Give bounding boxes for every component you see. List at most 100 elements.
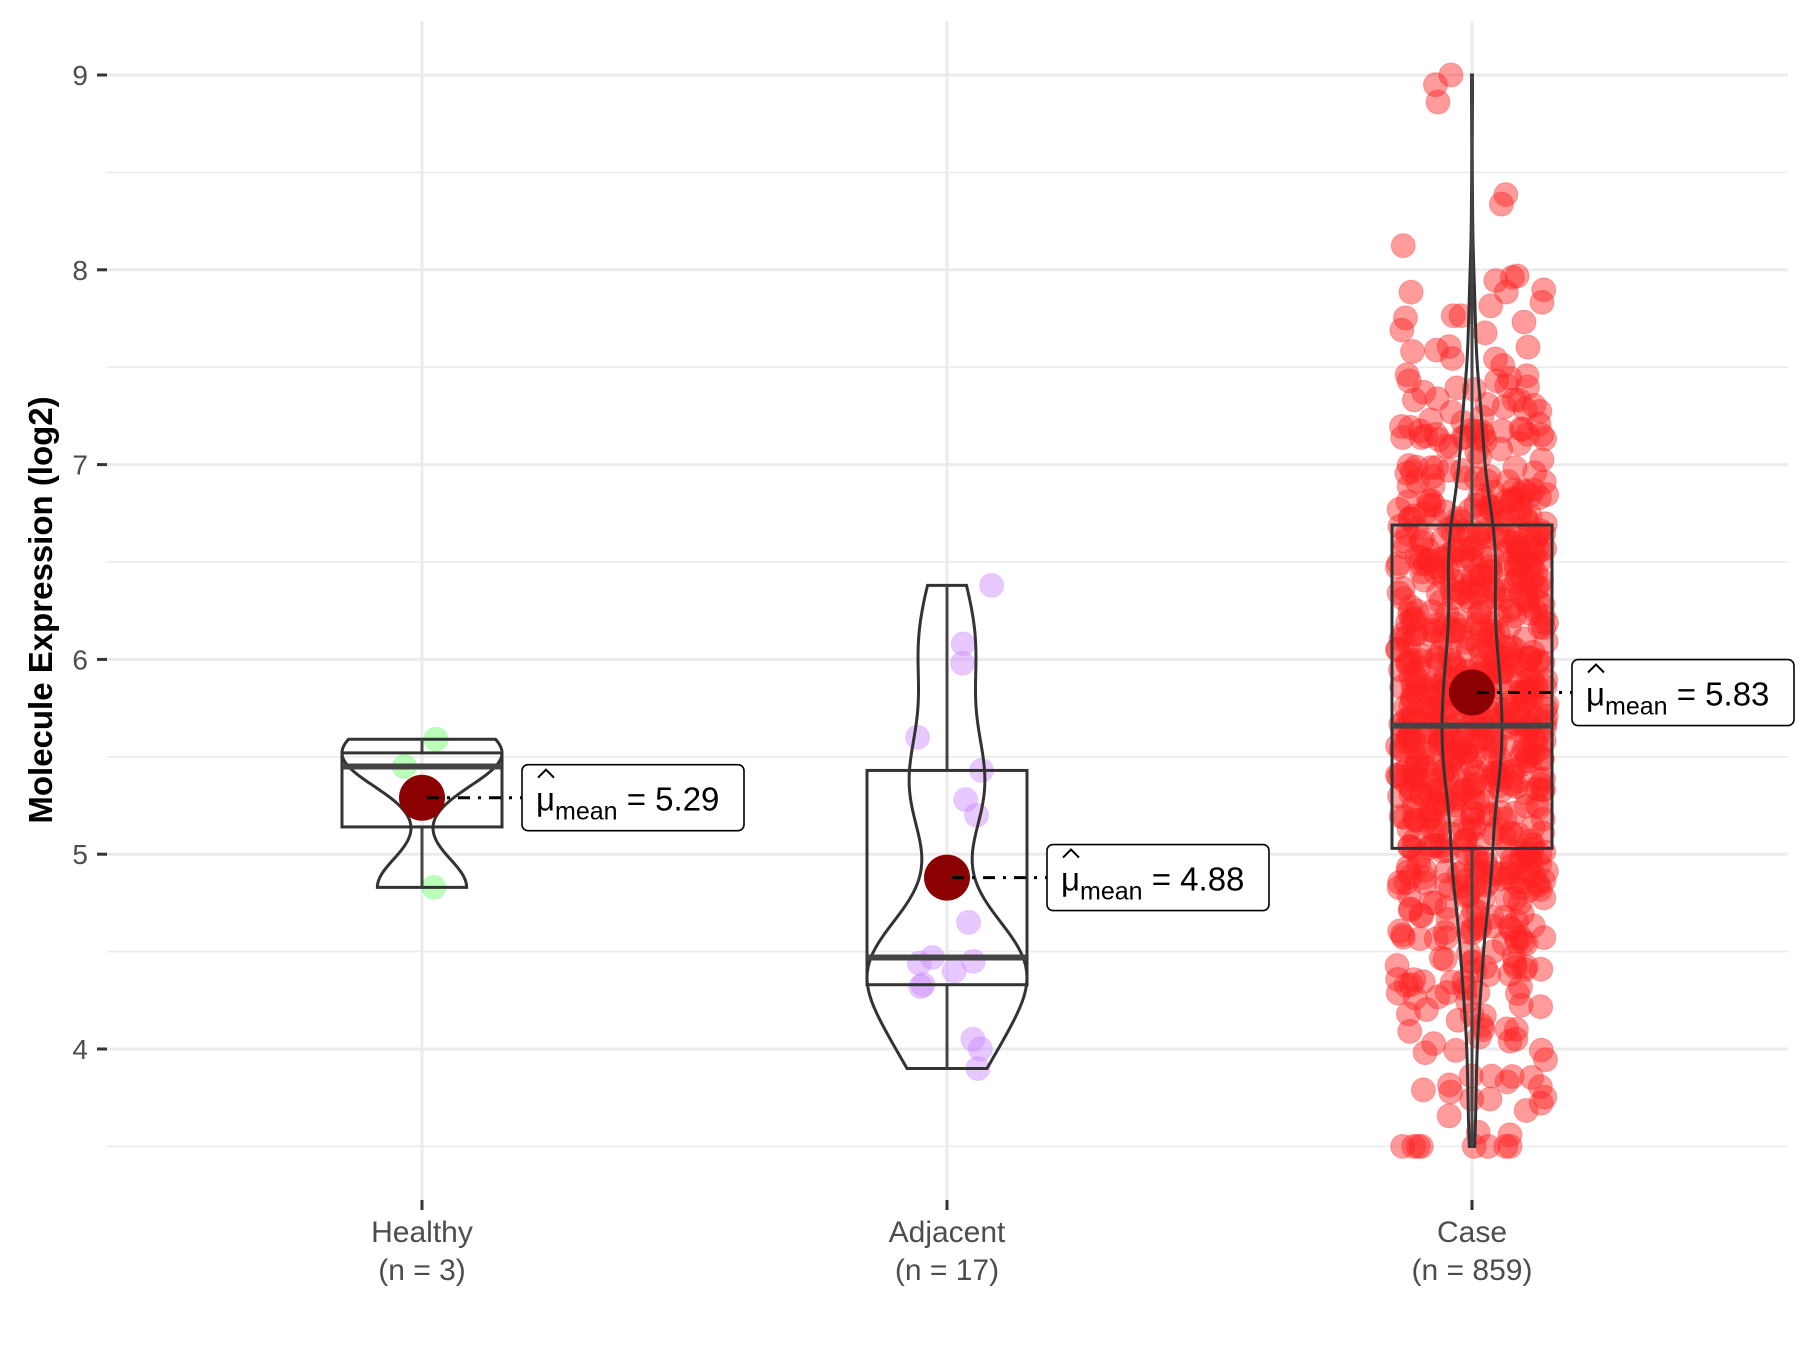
data-point: [1502, 455, 1528, 481]
data-point: [1501, 800, 1527, 826]
data-point: [1508, 844, 1534, 870]
data-point: [1386, 875, 1412, 901]
data-point: [1452, 828, 1478, 854]
data-point: [1490, 759, 1516, 785]
data-point: [1423, 421, 1449, 447]
data-point: [1404, 468, 1430, 494]
data-point: [1441, 651, 1467, 677]
data-point: [1513, 587, 1539, 613]
data-point: [1415, 547, 1441, 573]
data-point: [1423, 337, 1449, 363]
x-tick-label: Case: [1437, 1216, 1507, 1249]
data-point: [1439, 567, 1465, 593]
data-point: [1502, 869, 1528, 895]
data-point: [1533, 858, 1559, 884]
data-point: [1450, 858, 1476, 884]
data-point: [1438, 1079, 1464, 1105]
data-point: [1401, 734, 1427, 760]
data-point: [1409, 903, 1435, 929]
data-point: [1399, 777, 1425, 803]
data-point: [1504, 540, 1530, 566]
data-point: [1515, 421, 1541, 447]
data-point: [1416, 492, 1442, 518]
data-point: [1412, 870, 1438, 896]
data-point: [1530, 603, 1556, 629]
data-point: [1455, 919, 1481, 945]
data-point: [1503, 555, 1529, 581]
data-point: [1499, 1064, 1525, 1090]
data-point: [1405, 1133, 1431, 1159]
data-point: [1512, 626, 1538, 652]
data-point: [1461, 812, 1487, 838]
data-point: [1524, 870, 1550, 896]
data-point: [1411, 379, 1437, 405]
data-point: [1475, 1133, 1501, 1159]
data-point: [1439, 577, 1465, 603]
data-point: [1410, 1077, 1436, 1103]
data-point: [1509, 564, 1535, 590]
hat-icon: [537, 768, 555, 779]
data-point: [1504, 649, 1530, 675]
data-point: [1428, 945, 1454, 971]
data-point: [1438, 62, 1464, 88]
data-point: [1461, 816, 1487, 842]
data-point: [1529, 447, 1555, 473]
data-point: [1504, 929, 1530, 955]
data-point: [1405, 766, 1431, 792]
data-point: [1438, 433, 1464, 459]
data-point: [1451, 777, 1477, 803]
data-point: [1529, 777, 1555, 803]
data-point: [1432, 947, 1458, 973]
data-point: [1409, 781, 1435, 807]
data-point: [1501, 635, 1527, 661]
data-point: [953, 787, 979, 813]
data-point: [1477, 1086, 1503, 1112]
data-point: [1416, 548, 1442, 574]
data-point: [967, 1036, 993, 1062]
data-point: [1434, 979, 1460, 1005]
data-point: [1515, 586, 1541, 612]
data-point: [1425, 984, 1451, 1010]
group-case: μmean = 5.83: [1384, 62, 1795, 1159]
data-point: [1489, 756, 1515, 782]
data-point: [1460, 800, 1486, 826]
data-point: [1424, 644, 1450, 670]
data-point: [1509, 901, 1535, 927]
data-point: [1389, 674, 1415, 700]
data-point: [1503, 1016, 1529, 1042]
data-point: [1440, 539, 1466, 565]
data-point: [1398, 896, 1424, 922]
y-tick-label: 6: [72, 644, 88, 675]
data-point: [1384, 953, 1410, 979]
data-point: [1519, 554, 1545, 580]
data-point: [1436, 1103, 1462, 1129]
data-point: [1520, 913, 1546, 939]
data-point: [1467, 542, 1493, 568]
data-point: [1489, 659, 1515, 685]
data-point: [1409, 559, 1435, 585]
x-tick-n-label: (n = 859): [1412, 1254, 1533, 1287]
data-point: [1493, 488, 1519, 514]
data-point: [1501, 387, 1527, 413]
data-point: [963, 802, 989, 828]
data-point: [1455, 940, 1481, 966]
data-point: [1462, 873, 1488, 899]
data-point: [1414, 997, 1440, 1023]
data-point: [1525, 521, 1551, 547]
data-point: [1490, 352, 1516, 378]
data-point: [1466, 610, 1492, 636]
data-point: [1508, 582, 1534, 608]
data-point: [1404, 751, 1430, 777]
data-point: [1436, 334, 1462, 360]
data-point: [1530, 591, 1556, 617]
data-point: [1488, 436, 1514, 462]
data-point: [1531, 520, 1557, 546]
data-point: [1513, 653, 1539, 679]
data-point: [1509, 483, 1535, 509]
mean-label-box: [1046, 843, 1270, 912]
data-point: [1457, 536, 1483, 562]
data-point: [1398, 693, 1424, 719]
data-point: [1479, 545, 1505, 571]
data-point: [1457, 816, 1483, 842]
